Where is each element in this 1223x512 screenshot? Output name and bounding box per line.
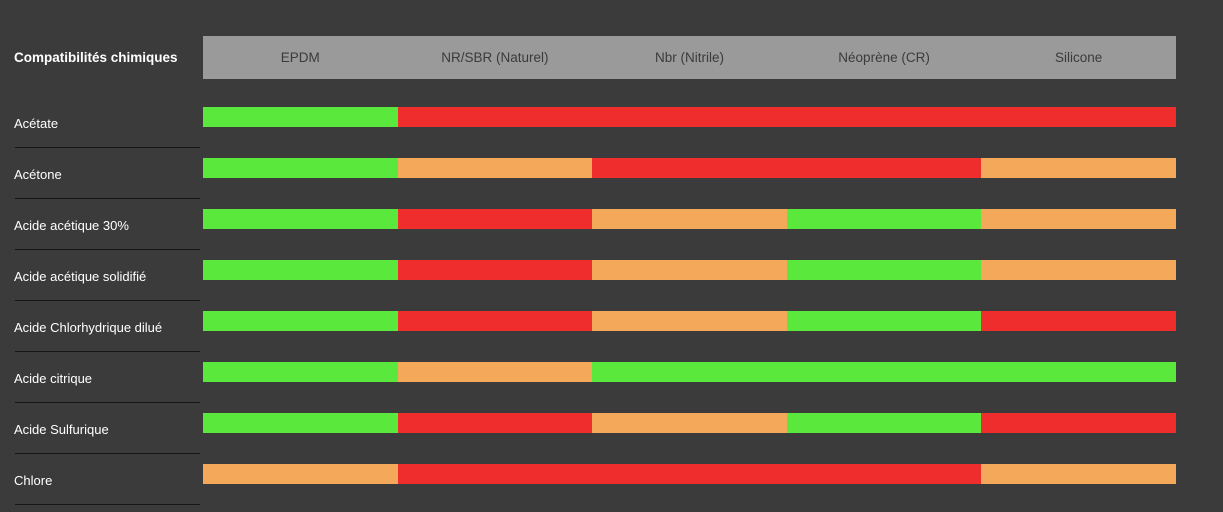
- rating-cell: [397, 158, 593, 178]
- rating-cell: [203, 311, 398, 331]
- row-label: Acide Sulfurique: [14, 422, 109, 437]
- rating-bar: [203, 107, 1176, 127]
- rating-cell: [786, 260, 982, 280]
- table-row: Acétate: [0, 107, 1223, 158]
- rating-cell: [203, 464, 398, 484]
- row-divider: [15, 402, 200, 403]
- column-header-1: NR/SBR (Naturel): [441, 50, 549, 65]
- rating-cell: [203, 413, 398, 433]
- rating-cell: [203, 260, 398, 280]
- materials-header-row: EPDM NR/SBR (Naturel) Nbr (Nitrile) Néoprèn…: [203, 36, 1176, 79]
- rating-cell: [397, 107, 593, 127]
- row-label: Chlore: [14, 473, 53, 488]
- row-label: Acide citrique: [14, 371, 93, 386]
- column-header-4: Silicone: [1055, 50, 1103, 65]
- table-row: Acide citrique: [0, 362, 1223, 413]
- rating-cell: [203, 107, 398, 127]
- row-divider: [15, 453, 200, 454]
- rating-cell: [592, 158, 787, 178]
- rating-cell: [592, 260, 787, 280]
- table-row: Acide Chlorhydrique dilué: [0, 311, 1223, 362]
- rating-cell: [786, 311, 982, 331]
- rating-cell: [592, 413, 787, 433]
- rating-cell: [592, 107, 787, 127]
- rating-bar: [203, 209, 1176, 229]
- rating-cell: [981, 209, 1176, 229]
- rating-cell: [592, 311, 787, 331]
- row-divider: [15, 249, 200, 250]
- rating-cell: [397, 413, 593, 433]
- rating-cell: [981, 107, 1176, 127]
- rating-cell: [397, 311, 593, 331]
- rating-cell: [981, 158, 1176, 178]
- row-label: Acétone: [14, 167, 62, 182]
- table-row: Acétone: [0, 158, 1223, 209]
- rating-bar: [203, 464, 1176, 484]
- rating-bar: [203, 413, 1176, 433]
- row-divider: [15, 147, 200, 148]
- column-header-3: Néoprène (CR): [838, 50, 930, 65]
- rating-cell: [397, 362, 593, 382]
- rating-cell: [786, 209, 982, 229]
- rating-cell: [203, 158, 398, 178]
- table-row: Acide acétique solidifié: [0, 260, 1223, 311]
- row-label: Acétate: [14, 116, 59, 131]
- rating-cell: [203, 362, 398, 382]
- rating-cell: [786, 107, 982, 127]
- rating-cell: [981, 311, 1176, 331]
- page-title: Compatibilités chimiques: [14, 50, 178, 65]
- rating-cell: [592, 209, 787, 229]
- row-label: Acide acétique solidifié: [14, 269, 147, 284]
- rating-cell: [786, 413, 982, 433]
- rating-bar: [203, 362, 1176, 382]
- rating-cell: [786, 158, 982, 178]
- row-divider: [15, 300, 200, 301]
- rating-cell: [397, 260, 593, 280]
- rating-cell: [981, 413, 1176, 433]
- table-row: Chlore: [0, 464, 1223, 512]
- rating-cell: [203, 209, 398, 229]
- rating-cell: [786, 464, 982, 484]
- rating-cell: [592, 362, 787, 382]
- rating-cell: [981, 362, 1176, 382]
- column-header-2: Nbr (Nitrile): [654, 50, 724, 65]
- row-divider: [15, 198, 200, 199]
- row-label: Acide acétique 30%: [14, 218, 129, 233]
- rating-bar: [203, 311, 1176, 331]
- row-divider: [15, 351, 200, 352]
- rating-cell: [786, 362, 982, 382]
- rating-cell: [397, 209, 593, 229]
- column-header-0: EPDM: [280, 50, 320, 65]
- rating-bar: [203, 158, 1176, 178]
- table-row: Acide acétique 30%: [0, 209, 1223, 260]
- table-row: Acide Sulfurique: [0, 413, 1223, 464]
- rating-cell: [592, 464, 787, 484]
- rating-bar: [203, 260, 1176, 280]
- rating-cell: [981, 464, 1176, 484]
- rating-cell: [397, 464, 593, 484]
- rating-cell: [981, 260, 1176, 280]
- row-divider: [15, 504, 200, 505]
- row-label: Acide Chlorhydrique dilué: [14, 320, 163, 335]
